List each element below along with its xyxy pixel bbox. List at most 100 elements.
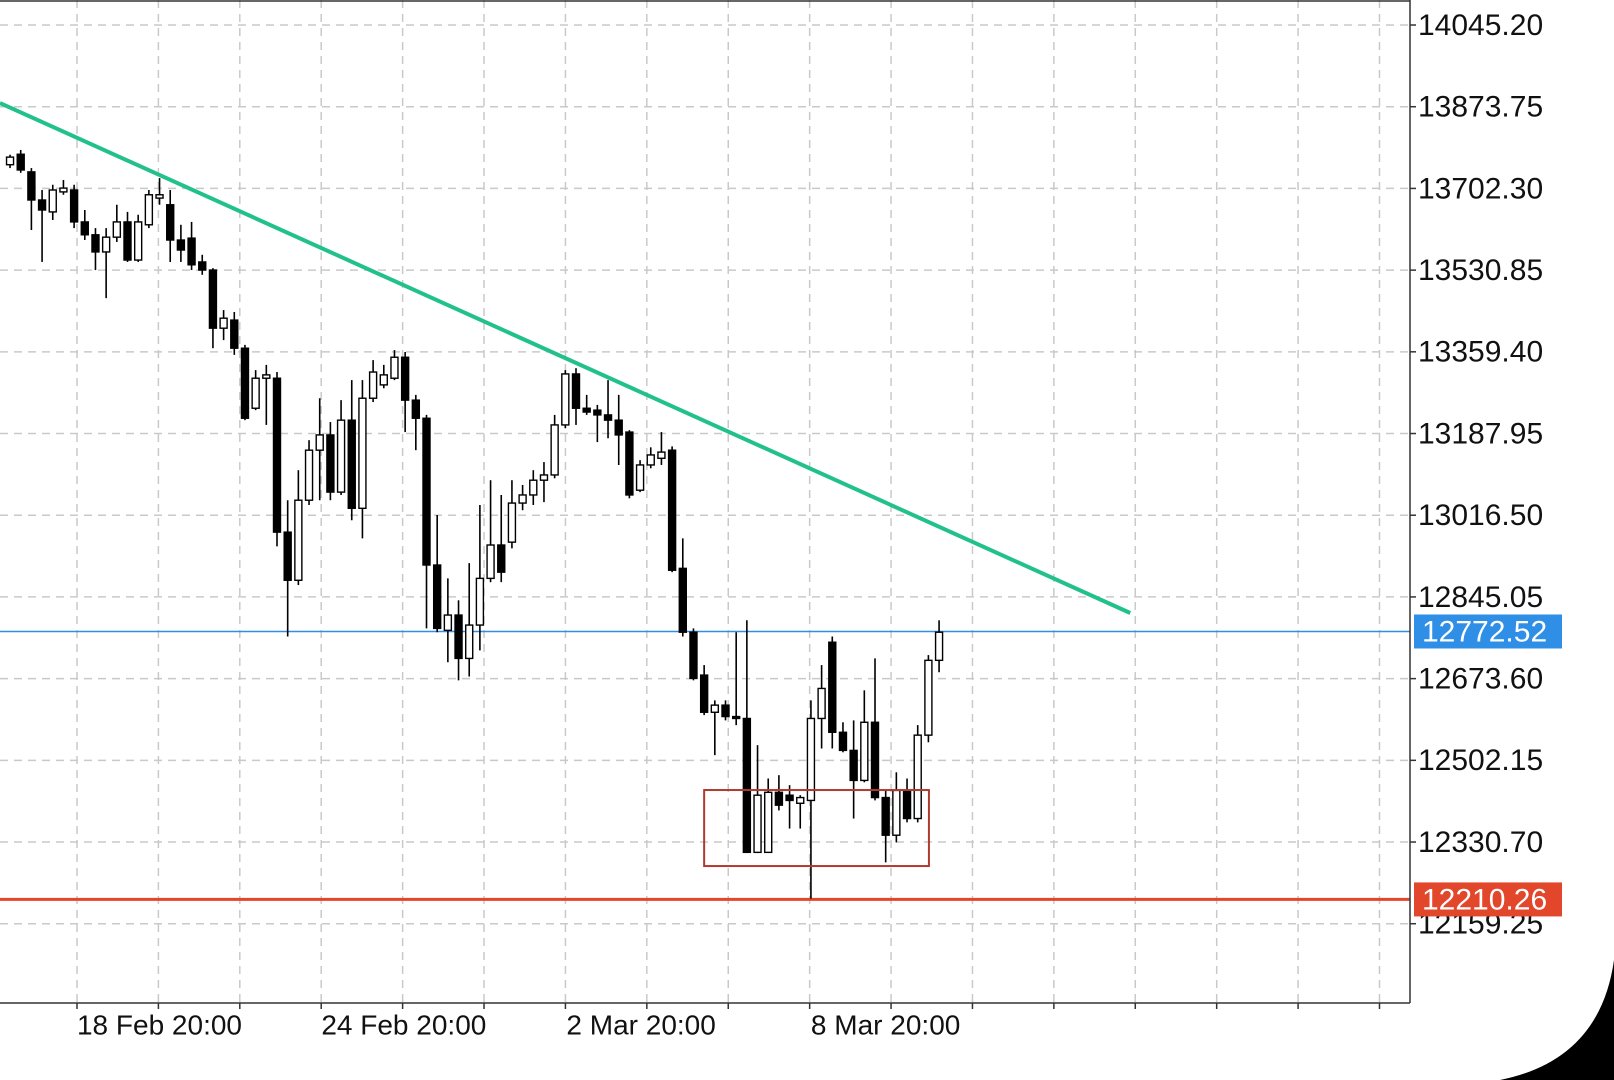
price-label: 12772.52 bbox=[1422, 615, 1547, 648]
candle-body bbox=[80, 221, 89, 236]
candle-body bbox=[817, 687, 826, 720]
candle-body bbox=[731, 715, 741, 720]
y-tick-label: 12845.05 bbox=[1418, 581, 1543, 614]
y-tick-label: 14045.20 bbox=[1418, 9, 1543, 42]
candle-body bbox=[881, 796, 890, 836]
candle-body bbox=[390, 356, 399, 379]
candle-body bbox=[262, 374, 271, 379]
candle-body bbox=[379, 374, 388, 386]
y-axis: 14045.20 13873.75 13702.30 13530.85 13359.40… bbox=[1410, 9, 1562, 941]
candle-body bbox=[27, 171, 36, 201]
trendline bbox=[0, 101, 1132, 615]
candle-body bbox=[187, 237, 196, 266]
candle-body bbox=[465, 624, 474, 660]
candle-body bbox=[678, 567, 687, 633]
y-tick-label: 12673.60 bbox=[1418, 663, 1543, 696]
candle-body bbox=[347, 419, 356, 510]
candle-body bbox=[69, 189, 79, 223]
candle-body bbox=[870, 721, 880, 799]
candle-body bbox=[689, 631, 698, 680]
candle-body bbox=[561, 373, 570, 426]
candle-body bbox=[272, 377, 282, 533]
price-label-box bbox=[1414, 614, 1562, 649]
y-tick-label: 12330.70 bbox=[1418, 826, 1543, 859]
candle-body bbox=[59, 187, 68, 193]
candle-body bbox=[507, 502, 517, 543]
candle-body bbox=[454, 614, 463, 660]
candle-body bbox=[443, 614, 453, 632]
candle-body bbox=[294, 499, 303, 581]
x-tick-label: 24 Feb 20:00 bbox=[321, 1009, 486, 1040]
price-label-box bbox=[1414, 882, 1562, 917]
candle-body bbox=[240, 347, 250, 419]
candle-body bbox=[742, 717, 752, 854]
screen-corner bbox=[1500, 960, 1614, 1080]
candle-body bbox=[251, 377, 260, 409]
candle-body bbox=[892, 789, 901, 836]
candle-body bbox=[625, 431, 634, 496]
y-tick-label: 13359.40 bbox=[1418, 336, 1543, 369]
candle-body bbox=[176, 239, 186, 251]
range-box bbox=[703, 789, 930, 868]
candle-body bbox=[166, 204, 175, 241]
candle-body bbox=[230, 319, 239, 349]
candle-body bbox=[785, 794, 794, 802]
candle-body bbox=[646, 454, 655, 466]
candle-body bbox=[123, 221, 132, 261]
candle-body bbox=[539, 474, 549, 481]
x-tick-label: 8 Mar 20:00 bbox=[811, 1009, 960, 1040]
candle-body bbox=[411, 399, 421, 419]
candle-body bbox=[635, 464, 645, 491]
plot-area bbox=[0, 101, 1410, 901]
candle-body bbox=[518, 494, 527, 504]
y-tick-label: 13702.30 bbox=[1418, 172, 1543, 205]
candle-body bbox=[550, 424, 559, 476]
candle-body bbox=[529, 479, 538, 496]
candle-body bbox=[614, 419, 623, 436]
candle-body bbox=[219, 317, 228, 329]
candle-body bbox=[315, 434, 324, 451]
candle-body bbox=[208, 269, 218, 329]
candle-body bbox=[603, 414, 613, 421]
candle-body bbox=[144, 194, 154, 226]
candle-body bbox=[48, 189, 57, 213]
candle-body bbox=[902, 789, 912, 820]
candle-body bbox=[475, 577, 485, 626]
candle-body bbox=[593, 409, 602, 416]
candle-body bbox=[400, 356, 410, 401]
candle-body bbox=[432, 564, 442, 630]
candle-body bbox=[16, 153, 25, 171]
candle-body bbox=[924, 659, 933, 736]
candle-body bbox=[753, 794, 762, 854]
candle-body bbox=[764, 791, 773, 854]
candle-body bbox=[422, 417, 431, 566]
candle-body bbox=[486, 544, 495, 580]
candle-body bbox=[806, 717, 816, 802]
candle-body bbox=[304, 449, 314, 501]
candle-body bbox=[368, 371, 378, 399]
candle-body bbox=[101, 236, 111, 253]
candle-body bbox=[497, 544, 506, 573]
candle-body bbox=[582, 407, 591, 413]
candle-body bbox=[5, 156, 15, 166]
candle-body bbox=[699, 674, 709, 713]
candle-body bbox=[198, 261, 207, 271]
y-tick-label: 12502.15 bbox=[1418, 744, 1543, 777]
y-tick-label: 13873.75 bbox=[1418, 91, 1543, 124]
candle-body bbox=[283, 531, 292, 581]
candle-body bbox=[774, 791, 784, 806]
y-tick-label: 13187.95 bbox=[1418, 417, 1543, 450]
candle-body bbox=[133, 221, 143, 261]
candle-body bbox=[913, 734, 922, 820]
candle-body bbox=[721, 704, 730, 718]
y-tick-label: 13530.85 bbox=[1418, 254, 1543, 287]
candle-body bbox=[849, 749, 858, 782]
y-tick-label: 13016.50 bbox=[1418, 499, 1543, 532]
candle-body bbox=[336, 419, 346, 493]
x-tick-label: 2 Mar 20:00 bbox=[566, 1009, 715, 1040]
candle-body bbox=[828, 641, 837, 733]
candle-body bbox=[657, 451, 666, 459]
